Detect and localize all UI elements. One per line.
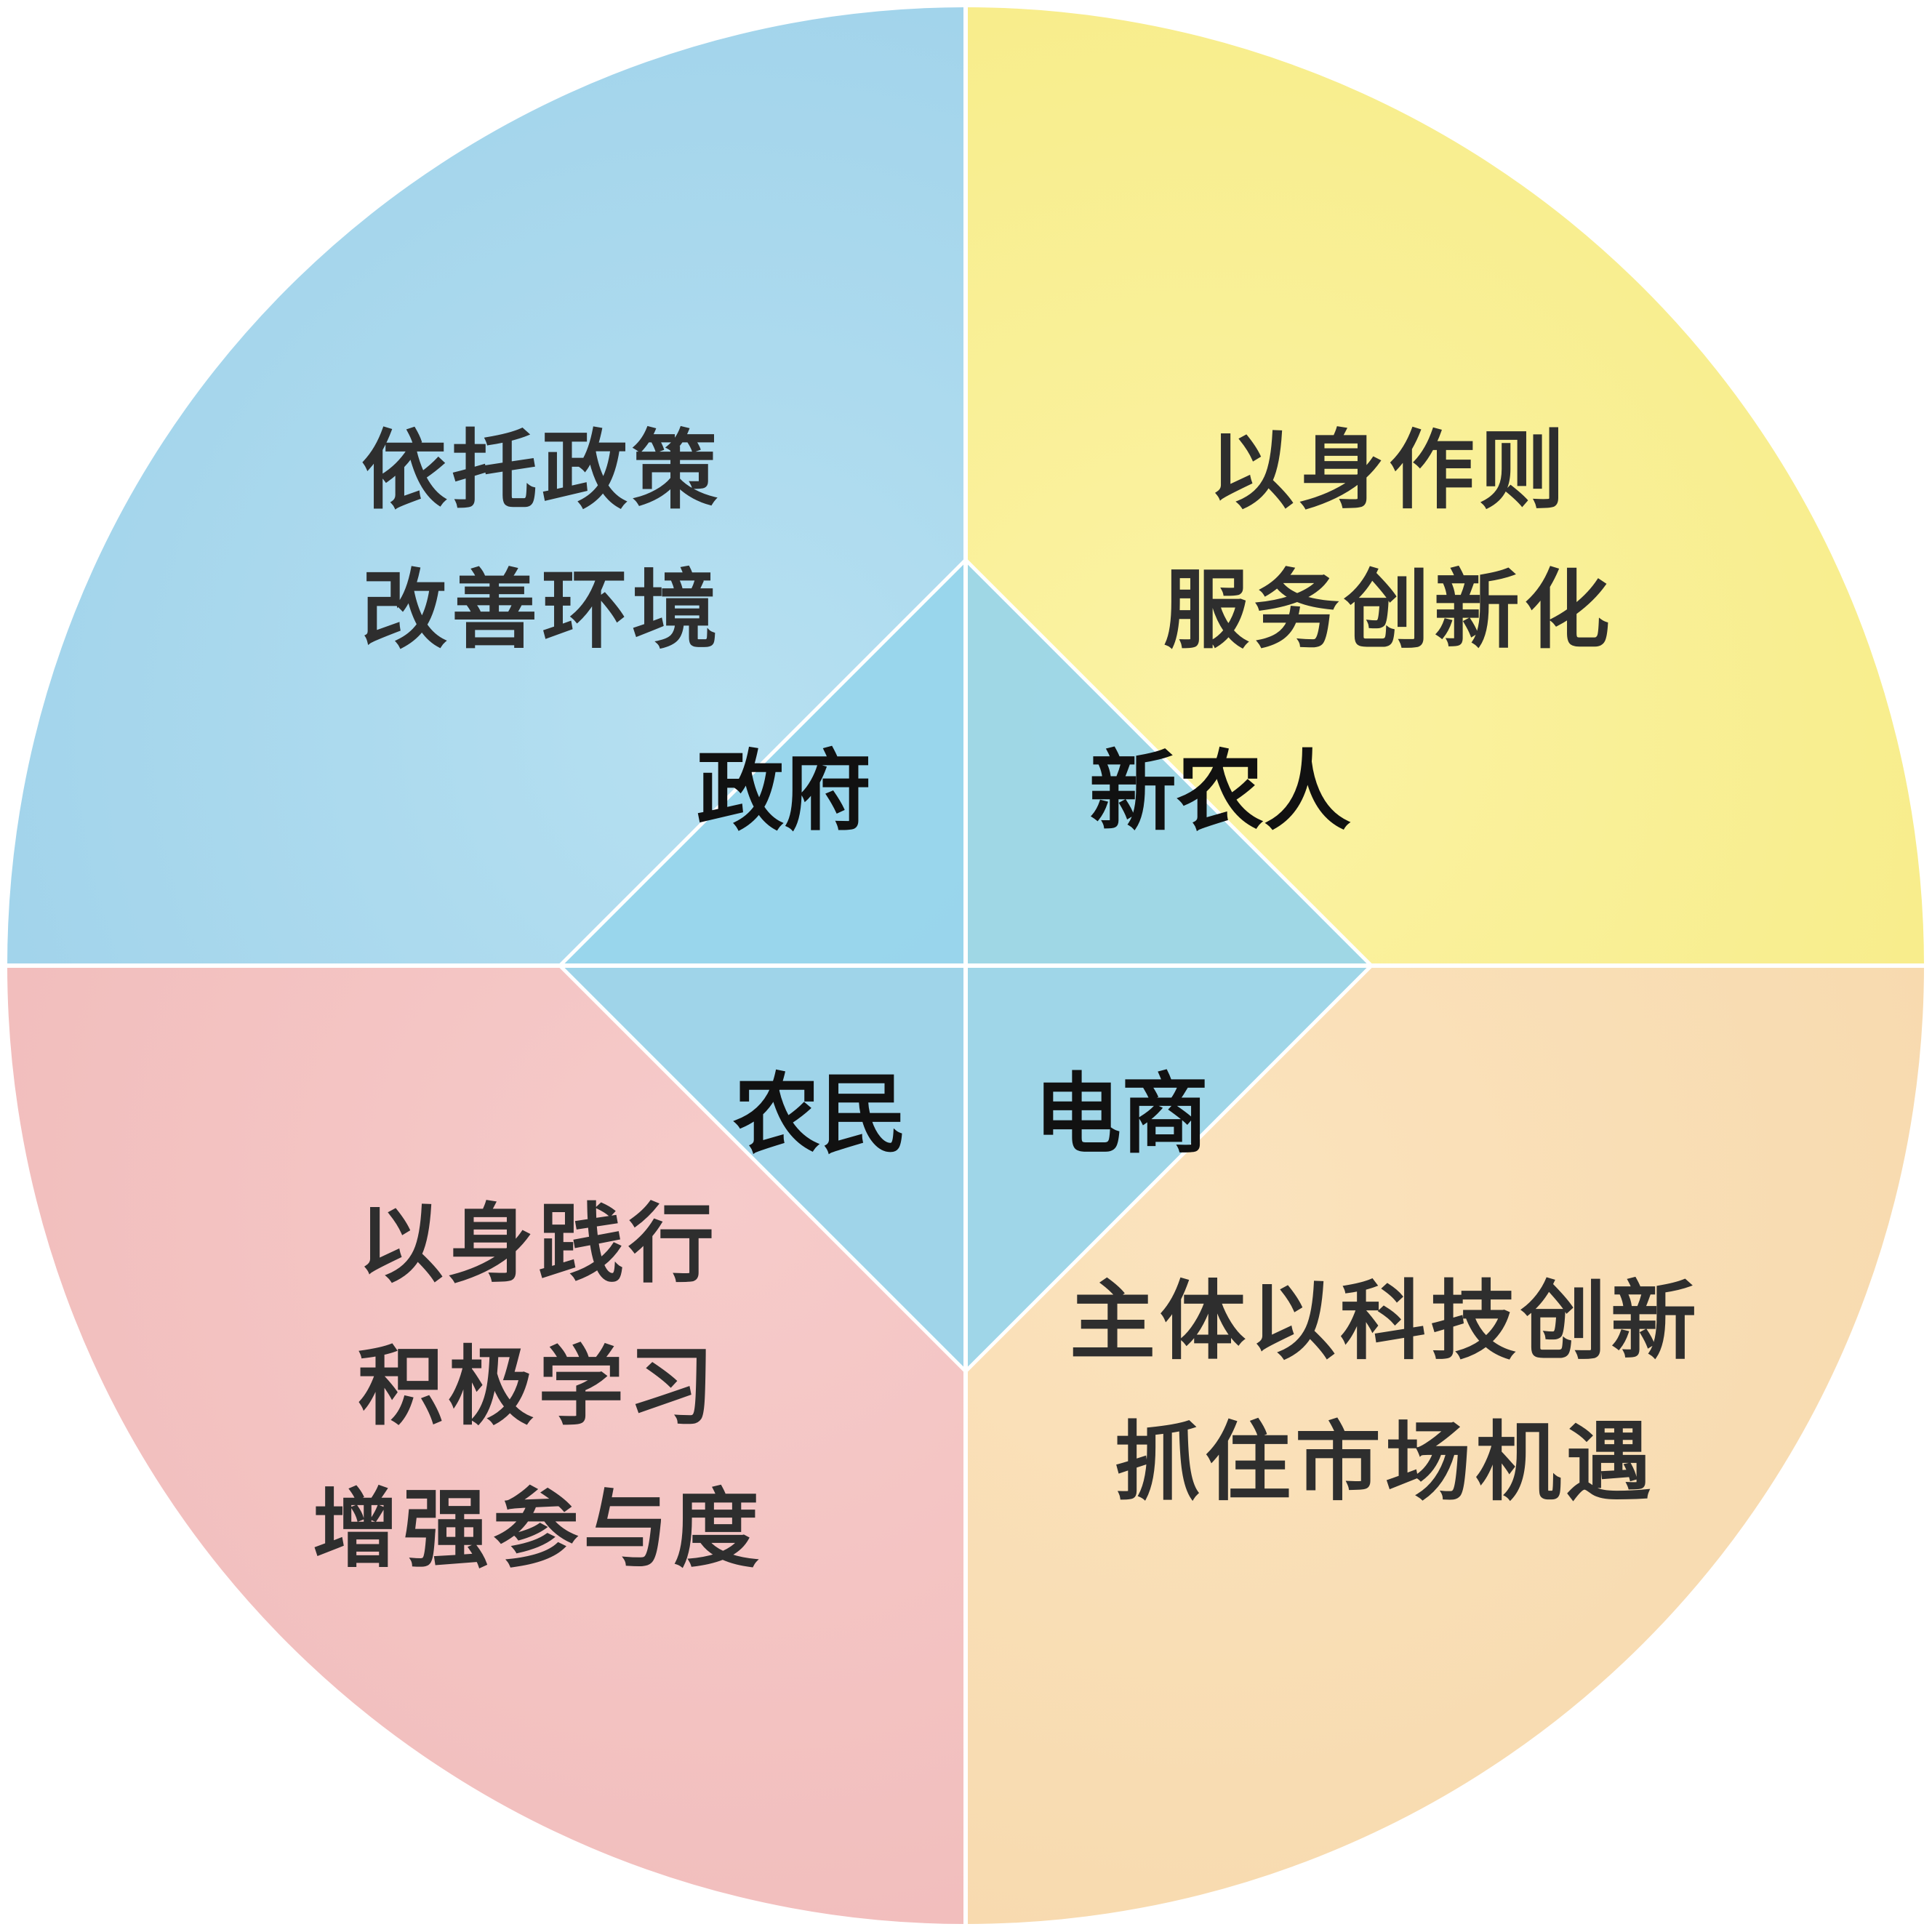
circle-outline xyxy=(4,4,1927,1927)
quadrant-top-left xyxy=(6,6,966,966)
quadrant-bottom-right xyxy=(966,966,1925,1925)
quadrant-bottom-left xyxy=(6,966,966,1925)
center-label-farmer: 农民 xyxy=(733,1065,907,1166)
top-left-line-2: 改善环境 xyxy=(361,560,722,660)
bottom-left-line-1: 以身践行 xyxy=(358,1194,718,1294)
top-right-line-2: 服务创新化 xyxy=(1163,560,1614,660)
bottom-left-line-3: 增强参与度 xyxy=(313,1479,763,1579)
bottom-right-line-1: 主体以科技创新 xyxy=(1070,1271,1701,1371)
bottom-left-line-2: 积极学习 xyxy=(358,1336,718,1437)
quadrant-top-right xyxy=(966,6,1925,966)
center-label-government: 政府 xyxy=(697,742,871,843)
top-right-line-1: 以身作则 xyxy=(1208,420,1569,521)
center-label-ecommerce: 电商 xyxy=(1034,1065,1208,1166)
diamond-outline xyxy=(557,557,1374,1374)
center-label-new-farmer: 新农人 xyxy=(1089,742,1351,843)
top-left-line-1: 依托政策 xyxy=(361,420,722,521)
bottom-right-line-2: 抓住市场机遇 xyxy=(1115,1412,1656,1512)
